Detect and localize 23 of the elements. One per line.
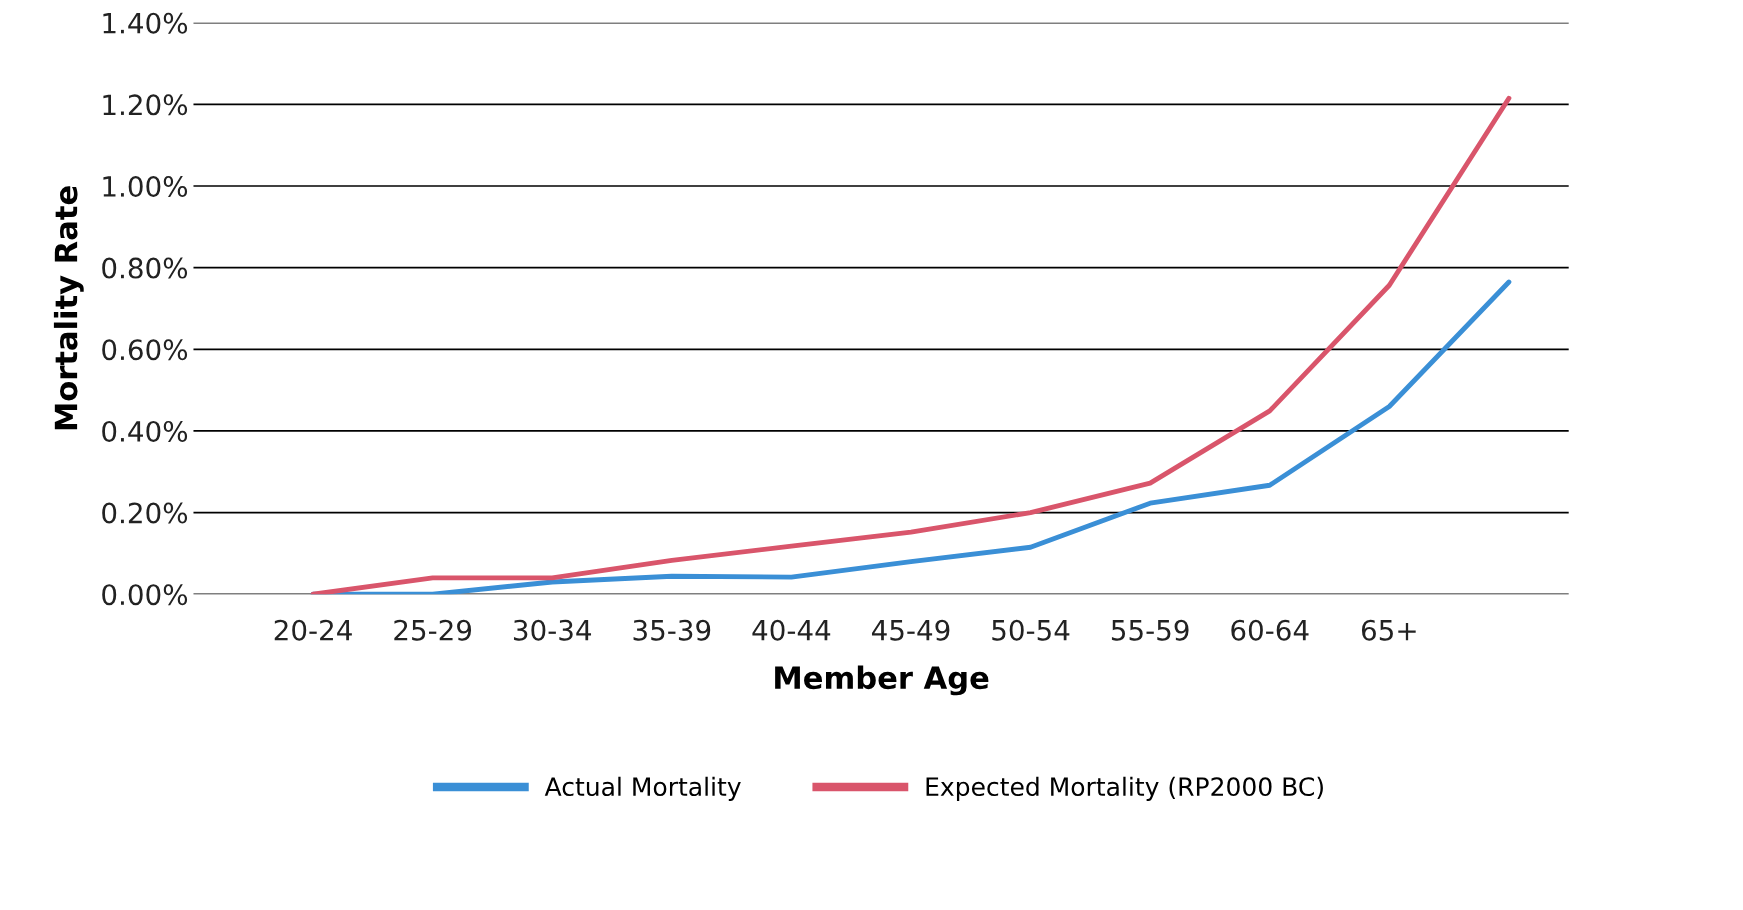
y-tick-label: 0.00% xyxy=(102,584,188,606)
y-tick-label: 0.20% xyxy=(102,502,188,524)
y-tick-label: 0.40% xyxy=(102,420,188,442)
x-tick-label: 30-34 xyxy=(513,619,592,641)
line-series xyxy=(310,95,1512,595)
x-tick-label: 40-44 xyxy=(752,619,831,641)
x-tick-label: 45-49 xyxy=(871,619,950,641)
x-tick-label: 35-39 xyxy=(633,619,711,641)
x-axis-title: Member Age xyxy=(775,665,989,696)
x-tick-label: 55-59 xyxy=(1111,619,1189,641)
y-tick-label: 1.20% xyxy=(103,94,188,116)
x-tick-label: 50-54 xyxy=(992,619,1070,641)
y-tick-label: 1.00% xyxy=(103,175,188,197)
y-tick-label: 1.40% xyxy=(103,12,188,34)
y-axis-title: Mortality Rate xyxy=(53,186,84,430)
x-tick-label: 65+ xyxy=(1361,619,1416,641)
y-tick-label: 0.60% xyxy=(102,339,188,361)
y-tick-label: 0.80% xyxy=(102,257,188,279)
x-tick-label: 20-24 xyxy=(274,619,352,641)
legend-label: Expected Mortality (RP2000 BC) xyxy=(926,776,1323,801)
x-tick-label: 60-64 xyxy=(1231,619,1309,641)
x-tick-label: 25-29 xyxy=(394,619,472,641)
legend-label: Actual Mortality xyxy=(544,776,741,801)
